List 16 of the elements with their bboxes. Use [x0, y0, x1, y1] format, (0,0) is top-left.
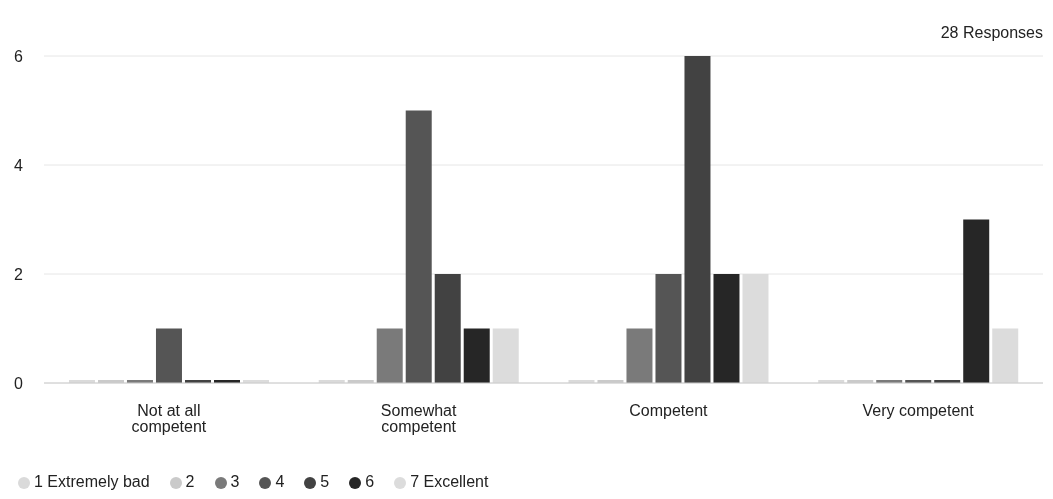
y-tick-label: 2: [14, 265, 23, 283]
legend-label: 6: [365, 473, 375, 490]
legend-label: 5: [320, 473, 330, 490]
legend-label: 4: [275, 473, 285, 490]
x-tick-label: Somewhat competent: [380, 402, 457, 436]
legend-label: 1 Extremely bad: [34, 473, 150, 490]
legend-label: 7 Excellent: [410, 473, 489, 490]
x-tick-label: Competent: [629, 402, 709, 420]
legend-label: 3: [230, 473, 240, 490]
text: 28 Responses: [940, 24, 1043, 42]
legend-label: 2: [185, 473, 195, 490]
x-tick-label: Very competent: [862, 402, 975, 420]
y-tick-label: 0: [14, 374, 23, 392]
y-tick-label: 4: [14, 156, 23, 174]
y-tick-label: 6: [14, 47, 23, 65]
x-tick-label: Not at all competent: [131, 402, 207, 436]
